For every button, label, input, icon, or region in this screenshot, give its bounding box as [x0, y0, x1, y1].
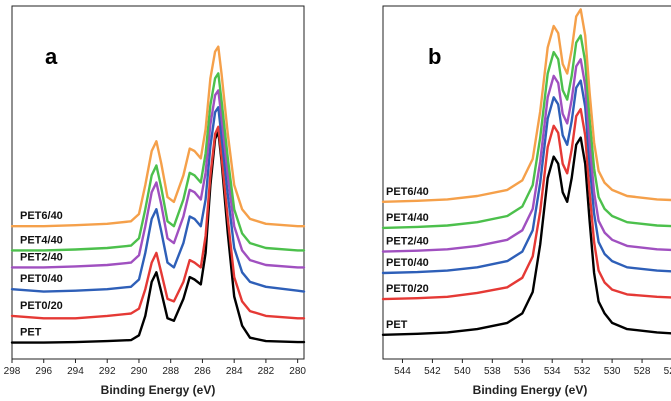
panel-b-tick-label: 528: [634, 366, 651, 377]
panel-b-tick-label: 534: [544, 366, 561, 377]
panel-b-x-axis-label: Binding Energy (eV): [473, 383, 588, 397]
panel-b-series-line-pet0-20: [381, 107, 671, 301]
panel-b-frame: [382, 5, 671, 360]
panel-a-series-line-pet6-40: [10, 45, 306, 228]
panel-b-series-label: PET0/20: [386, 283, 429, 295]
panel-a-series-line-pet4-40: [10, 72, 306, 252]
panel-b-tick-label: 532: [574, 366, 591, 377]
panel-a-tick-label: 282: [258, 366, 275, 377]
panel-b-tick-label: 544: [394, 366, 411, 377]
panel-a-chart: a 298 296 294 292 290 288 286 284 282 280 PET PET0…: [4, 5, 306, 397]
panel-a-series-line-pet: [10, 130, 306, 344]
panel-a-series-label: PET0/40: [20, 273, 63, 285]
panel-b-series-label: PET6/40: [386, 186, 429, 198]
panel-b-series-labels: PET PET0/20 PET0/40 PET2/40 PET4/40 PET6/40: [386, 186, 429, 331]
panel-a-series-line-pet0-40: [10, 106, 306, 293]
panel-b-tick-label: 540: [454, 366, 471, 377]
panel-b-series-line-pet2-40: [381, 58, 671, 253]
panel-b-series-line-pet6-40: [381, 8, 671, 203]
panel-b-series-label: PET2/40: [386, 236, 429, 248]
panel-a-x-ticks: 298 296 294 292 290 288 286 284 282 280: [4, 359, 306, 377]
panel-a-tick-label: 292: [99, 366, 116, 377]
panel-a-series-line-pet2-40: [10, 89, 306, 269]
panel-b-series-line-pet4-40: [381, 34, 671, 230]
panel-b-series-label: PET4/40: [386, 212, 429, 224]
panel-b-chart: b 544 542 540 538 536 534 532 530 528 526 PET PET0…: [381, 5, 671, 397]
panel-b-tick-label: 538: [484, 366, 501, 377]
panel-b-tick-label: 526: [664, 366, 671, 377]
panel-a-series-line-pet0-20: [10, 125, 306, 320]
panel-a-series-label: PET6/40: [20, 210, 63, 222]
panel-a-x-axis-label: Binding Energy (eV): [101, 383, 216, 397]
panel-a-frame: [11, 5, 305, 360]
panel-b-series-line-pet0-40: [381, 79, 671, 275]
panel-b-x-ticks: 544 542 540 538 536 534 532 530 528 526: [394, 359, 671, 377]
panel-b-tick-label: 536: [514, 366, 531, 377]
panel-a-series-labels: PET PET0/20 PET0/40 PET2/40 PET4/40 PET6/40: [20, 210, 63, 338]
panel-a-tick-label: 296: [35, 366, 52, 377]
panel-a-series-label: PET0/20: [20, 300, 63, 312]
panel-a-tick-label: 288: [162, 366, 179, 377]
panel-a-tick-label: 290: [131, 366, 148, 377]
panel-a-tick-label: 298: [4, 366, 21, 377]
panel-b-tick-label: 542: [424, 366, 441, 377]
panel-a-label: a: [45, 44, 58, 69]
panel-a-series-label: PET2/40: [20, 251, 63, 263]
panel-b-tick-label: 530: [604, 366, 621, 377]
panel-b-series-label: PET: [386, 319, 408, 331]
panel-a-tick-label: 284: [226, 366, 243, 377]
panel-a-series-label: PET: [20, 327, 42, 339]
panel-a-tick-label: 294: [67, 366, 84, 377]
panel-a-tick-label: 286: [194, 366, 211, 377]
panel-a-series-lines: [10, 45, 306, 344]
panel-b-series-label: PET0/40: [386, 257, 429, 269]
panel-b-label: b: [428, 44, 441, 69]
panel-a-series-label: PET4/40: [20, 234, 63, 246]
panel-b-series-line-pet: [381, 136, 671, 336]
panel-b-series-lines: [381, 8, 671, 336]
panel-a-tick-label: 280: [289, 366, 306, 377]
